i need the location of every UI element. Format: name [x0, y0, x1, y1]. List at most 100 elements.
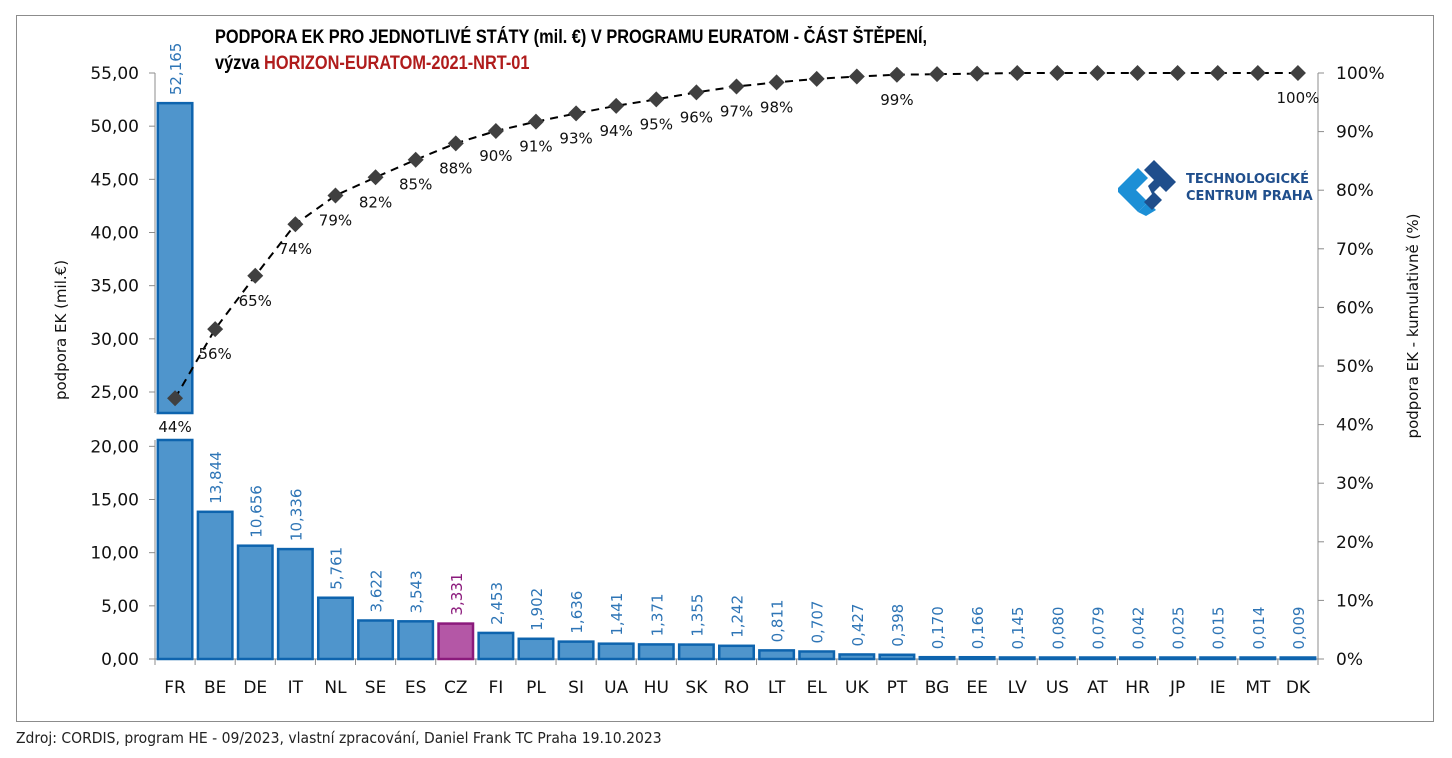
y-tick-label: 45,00 — [90, 170, 139, 190]
y-tick-label: 10,00 — [90, 544, 139, 564]
bar-value-label: 0,145 — [1009, 607, 1027, 650]
bar-value-label: 0,170 — [929, 606, 947, 649]
bar-value-label: 0,014 — [1250, 607, 1268, 650]
bar-value-label: 1,902 — [528, 588, 546, 631]
x-tick-label: DK — [1286, 678, 1311, 698]
cumulative-marker — [688, 84, 705, 101]
x-tick-label: MT — [1245, 678, 1271, 698]
bar-value-label: 0,707 — [809, 601, 827, 644]
bar-mt — [1239, 656, 1277, 661]
x-tick-label: SE — [365, 678, 387, 698]
bar-at — [1078, 656, 1116, 661]
y2-tick-label: 50% — [1336, 357, 1374, 377]
cumulative-label: 99% — [880, 91, 913, 109]
bar-value-label: 1,371 — [648, 593, 666, 636]
cumulative-marker — [888, 66, 905, 83]
cumulative-label: 96% — [680, 108, 713, 126]
chart-title: PODPORA EK PRO JEDNOTLIVÉ STÁTY (mil. €)… — [215, 25, 927, 77]
x-tick-label: FR — [164, 678, 186, 698]
y-tick-label: 15,00 — [90, 491, 139, 511]
x-tick-label: AT — [1087, 678, 1108, 698]
cumulative-label: 56% — [198, 345, 231, 363]
y2-tick-label: 80% — [1336, 181, 1374, 201]
cumulative-label: 98% — [760, 98, 793, 116]
bar-ro — [718, 644, 755, 661]
y-tick-label: 25,00 — [90, 383, 139, 403]
cumulative-marker — [768, 74, 785, 91]
bar-ua — [597, 642, 635, 661]
axis-break-gap — [154, 417, 196, 438]
y-tick-label: 50,00 — [90, 117, 139, 137]
cumulative-marker — [1289, 65, 1306, 81]
bar-value-label: 0,166 — [969, 606, 987, 649]
bar-value-label: 10,336 — [287, 489, 305, 542]
x-tick-label: DE — [243, 678, 267, 698]
cumulative-marker — [808, 70, 825, 87]
cumulative-marker — [247, 267, 264, 284]
cumulative-marker — [447, 135, 464, 152]
cumulative-label: 91% — [519, 138, 552, 156]
cumulative-marker — [969, 65, 986, 82]
y2-tick-label: 40% — [1336, 416, 1374, 436]
bar-jp — [1159, 656, 1197, 661]
bar-us — [1038, 656, 1076, 661]
y2-tick-label: 100% — [1336, 64, 1385, 84]
call-identifier: HORIZON-EURATOM-2021-NRT-01 — [264, 53, 530, 74]
cumulative-marker — [287, 216, 304, 233]
cumulative-marker — [1249, 65, 1266, 81]
bar-value-label: 0,811 — [769, 599, 787, 642]
cumulative-marker — [407, 151, 424, 168]
cumulative-marker — [487, 123, 504, 140]
cumulative-marker — [848, 68, 865, 85]
bar-hu — [637, 643, 675, 661]
x-tick-label: PT — [887, 678, 908, 698]
cumulative-marker — [648, 91, 665, 108]
bar-value-label: 3,543 — [408, 570, 426, 613]
logo-line-1: TECHNOLOGICKÉ — [1186, 172, 1309, 187]
bar-value-label: 3,331 — [448, 573, 466, 616]
x-tick-label: FI — [488, 678, 503, 698]
cumulative-marker — [1209, 65, 1226, 81]
cumulative-marker — [1009, 65, 1026, 81]
x-tick-label: IE — [1210, 678, 1226, 698]
logo-icon — [1118, 160, 1176, 216]
bar-lv — [998, 656, 1036, 661]
cumulative-marker — [1129, 65, 1146, 81]
bar-de — [236, 544, 274, 661]
y2-tick-label: 0% — [1336, 650, 1363, 670]
y-tick-label: 30,00 — [90, 330, 139, 350]
x-tick-label: US — [1046, 678, 1069, 698]
x-tick-label: LV — [1008, 678, 1028, 698]
x-tick-label: HU — [644, 678, 669, 698]
x-tick-label: JP — [1169, 678, 1185, 698]
cumulative-marker — [327, 187, 344, 204]
bar-dk — [1279, 656, 1317, 661]
y2-tick-label: 90% — [1336, 123, 1374, 143]
bar-it — [276, 547, 314, 661]
y2-tick-label: 30% — [1336, 474, 1374, 494]
bar-value-label: 13,844 — [207, 451, 225, 503]
bar-value-label: 0,015 — [1210, 607, 1228, 650]
bar-value-label: 0,025 — [1170, 607, 1188, 650]
bar-pl — [517, 637, 555, 661]
cumulative-marker — [1169, 65, 1186, 81]
bar-value-label: 3,622 — [368, 570, 386, 613]
bar-bg — [918, 655, 956, 661]
cumulative-label: 88% — [439, 159, 472, 177]
y-tick-label: 5,00 — [101, 597, 139, 617]
tc-praha-logo: TECHNOLOGICKÉ CENTRUM PRAHA — [1118, 160, 1313, 216]
x-tick-label: LT — [768, 678, 786, 698]
bar-se — [357, 619, 395, 661]
y2-tick-label: 60% — [1336, 298, 1374, 318]
x-tick-label: SK — [685, 678, 708, 698]
bar-value-label: 1,441 — [608, 593, 626, 636]
cumulative-marker — [1089, 65, 1106, 81]
y2-axis-title: podpora EK - kumulativně (%) — [1404, 214, 1422, 439]
bar-value-label: 0,079 — [1089, 607, 1107, 650]
x-tick-label: PL — [526, 678, 546, 698]
cumulative-label: 94% — [600, 122, 633, 140]
bar-value-label: 1,636 — [568, 591, 586, 634]
bar-pt — [878, 653, 916, 661]
cumulative-label: 74% — [279, 240, 312, 258]
